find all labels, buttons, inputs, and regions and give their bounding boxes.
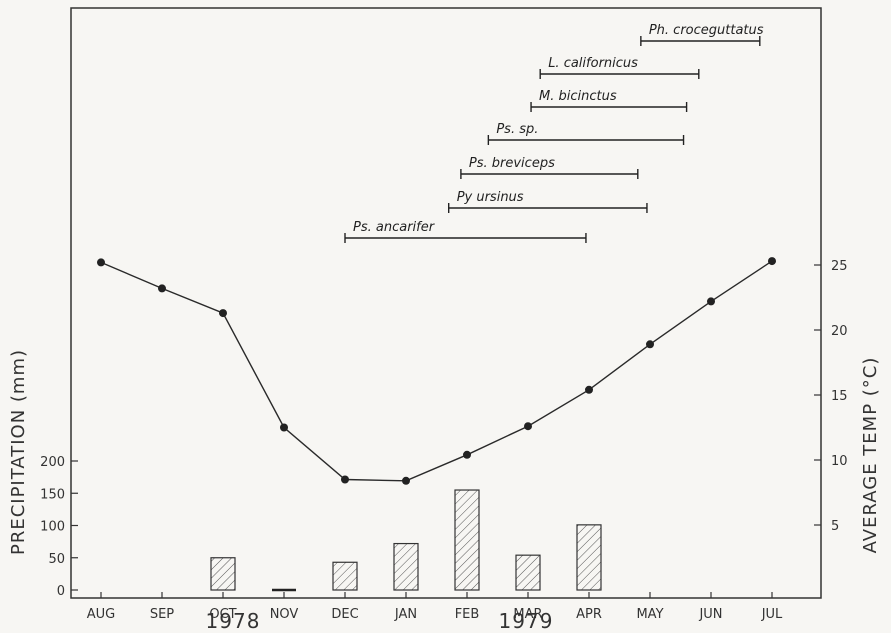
bar-oct [210, 557, 236, 591]
right-tick-label-10: 10 [831, 454, 848, 469]
species-label: Py ursinus [457, 190, 524, 205]
species-label: Ps. breviceps [469, 156, 555, 171]
species-range-2: Ps. breviceps [460, 156, 639, 179]
temp-point-jan [402, 476, 410, 485]
left-axis-title: PRECIPITATION (mm) [8, 349, 29, 555]
bar-apr [576, 524, 602, 591]
right-axis-title: AVERAGE TEMP (°C) [860, 357, 881, 554]
right-tick-label-5: 5 [831, 519, 839, 534]
species-range-5: L. californicus [539, 56, 700, 79]
temp-point-jul [768, 257, 776, 266]
x-tick-label-nov: NOV [270, 607, 299, 622]
left-tick-label-0: 0 [57, 584, 65, 599]
species-ranges: Ps. ancarifer Py ursinus Ps. breviceps Ps. … [344, 23, 764, 243]
bar-feb [454, 489, 480, 591]
species-range-4: M. bicinctus [530, 89, 688, 112]
right-y-axis: 5 10 15 20 25 [814, 259, 848, 534]
left-tick-label-100: 100 [40, 520, 65, 535]
temp-point-sep [158, 284, 166, 293]
left-tick-label-200: 200 [40, 455, 65, 470]
right-tick-label-25: 25 [831, 259, 848, 274]
species-range-0: Ps. ancarifer [344, 220, 587, 243]
temp-point-jun [707, 297, 715, 306]
species-range-3: Ps. sp. [487, 122, 685, 145]
species-label: Ph. croceguttatus [649, 23, 764, 38]
year-labels: 1978 1979 [206, 609, 554, 633]
x-tick-label-jun: JUN [698, 607, 722, 622]
x-tick-label-apr: APR [576, 607, 602, 622]
species-label: Ps. sp. [496, 122, 538, 137]
species-range-6: Ph. croceguttatus [640, 23, 764, 46]
plot-frame [70, 7, 822, 599]
species-label: L. californicus [548, 56, 638, 71]
x-tick-label-may: MAY [636, 607, 663, 622]
right-tick-label-15: 15 [831, 389, 848, 404]
left-y-axis: 0 50 100 150 200 [40, 455, 78, 599]
left-tick-label-150: 150 [40, 487, 65, 502]
temp-point-oct [219, 309, 227, 318]
bar-mar [515, 554, 541, 591]
right-tick-label-20: 20 [831, 324, 848, 339]
species-label: Ps. ancarifer [353, 220, 436, 235]
temp-point-nov [280, 423, 288, 432]
bar-jan [393, 542, 419, 591]
left-tick-label-50: 50 [48, 552, 65, 567]
temp-point-feb [463, 450, 471, 459]
x-tick-label-feb: FEB [455, 607, 480, 622]
x-tick-label-sep: SEP [150, 607, 174, 622]
x-tick-label-dec: DEC [331, 607, 358, 622]
temperature-line [100, 260, 773, 482]
precipitation-bars [210, 489, 602, 592]
temp-point-dec [341, 475, 349, 484]
temp-point-mar [524, 422, 532, 431]
x-tick-label-oct: OCT [209, 607, 236, 622]
x-tick-label-mar: MAR [513, 607, 542, 622]
temp-point-apr [585, 385, 593, 394]
temperature-series [97, 257, 776, 485]
bar-dec [332, 561, 358, 591]
temp-point-aug [97, 258, 105, 267]
x-tick-label-jul: JUL [761, 607, 783, 622]
x-tick-label-jan: JAN [394, 607, 417, 622]
x-tick-label-aug: AUG [87, 607, 115, 622]
species-range-1: Py ursinus [448, 190, 648, 213]
species-label: M. bicinctus [539, 89, 617, 104]
year-label-1978: 1978 [206, 609, 261, 633]
year-label-1979: 1979 [499, 609, 554, 633]
temp-point-may [646, 340, 654, 349]
x-axis: AUG SEP OCT NOV DEC JAN FEB MAR APR MAY JUN JUL [87, 592, 783, 622]
